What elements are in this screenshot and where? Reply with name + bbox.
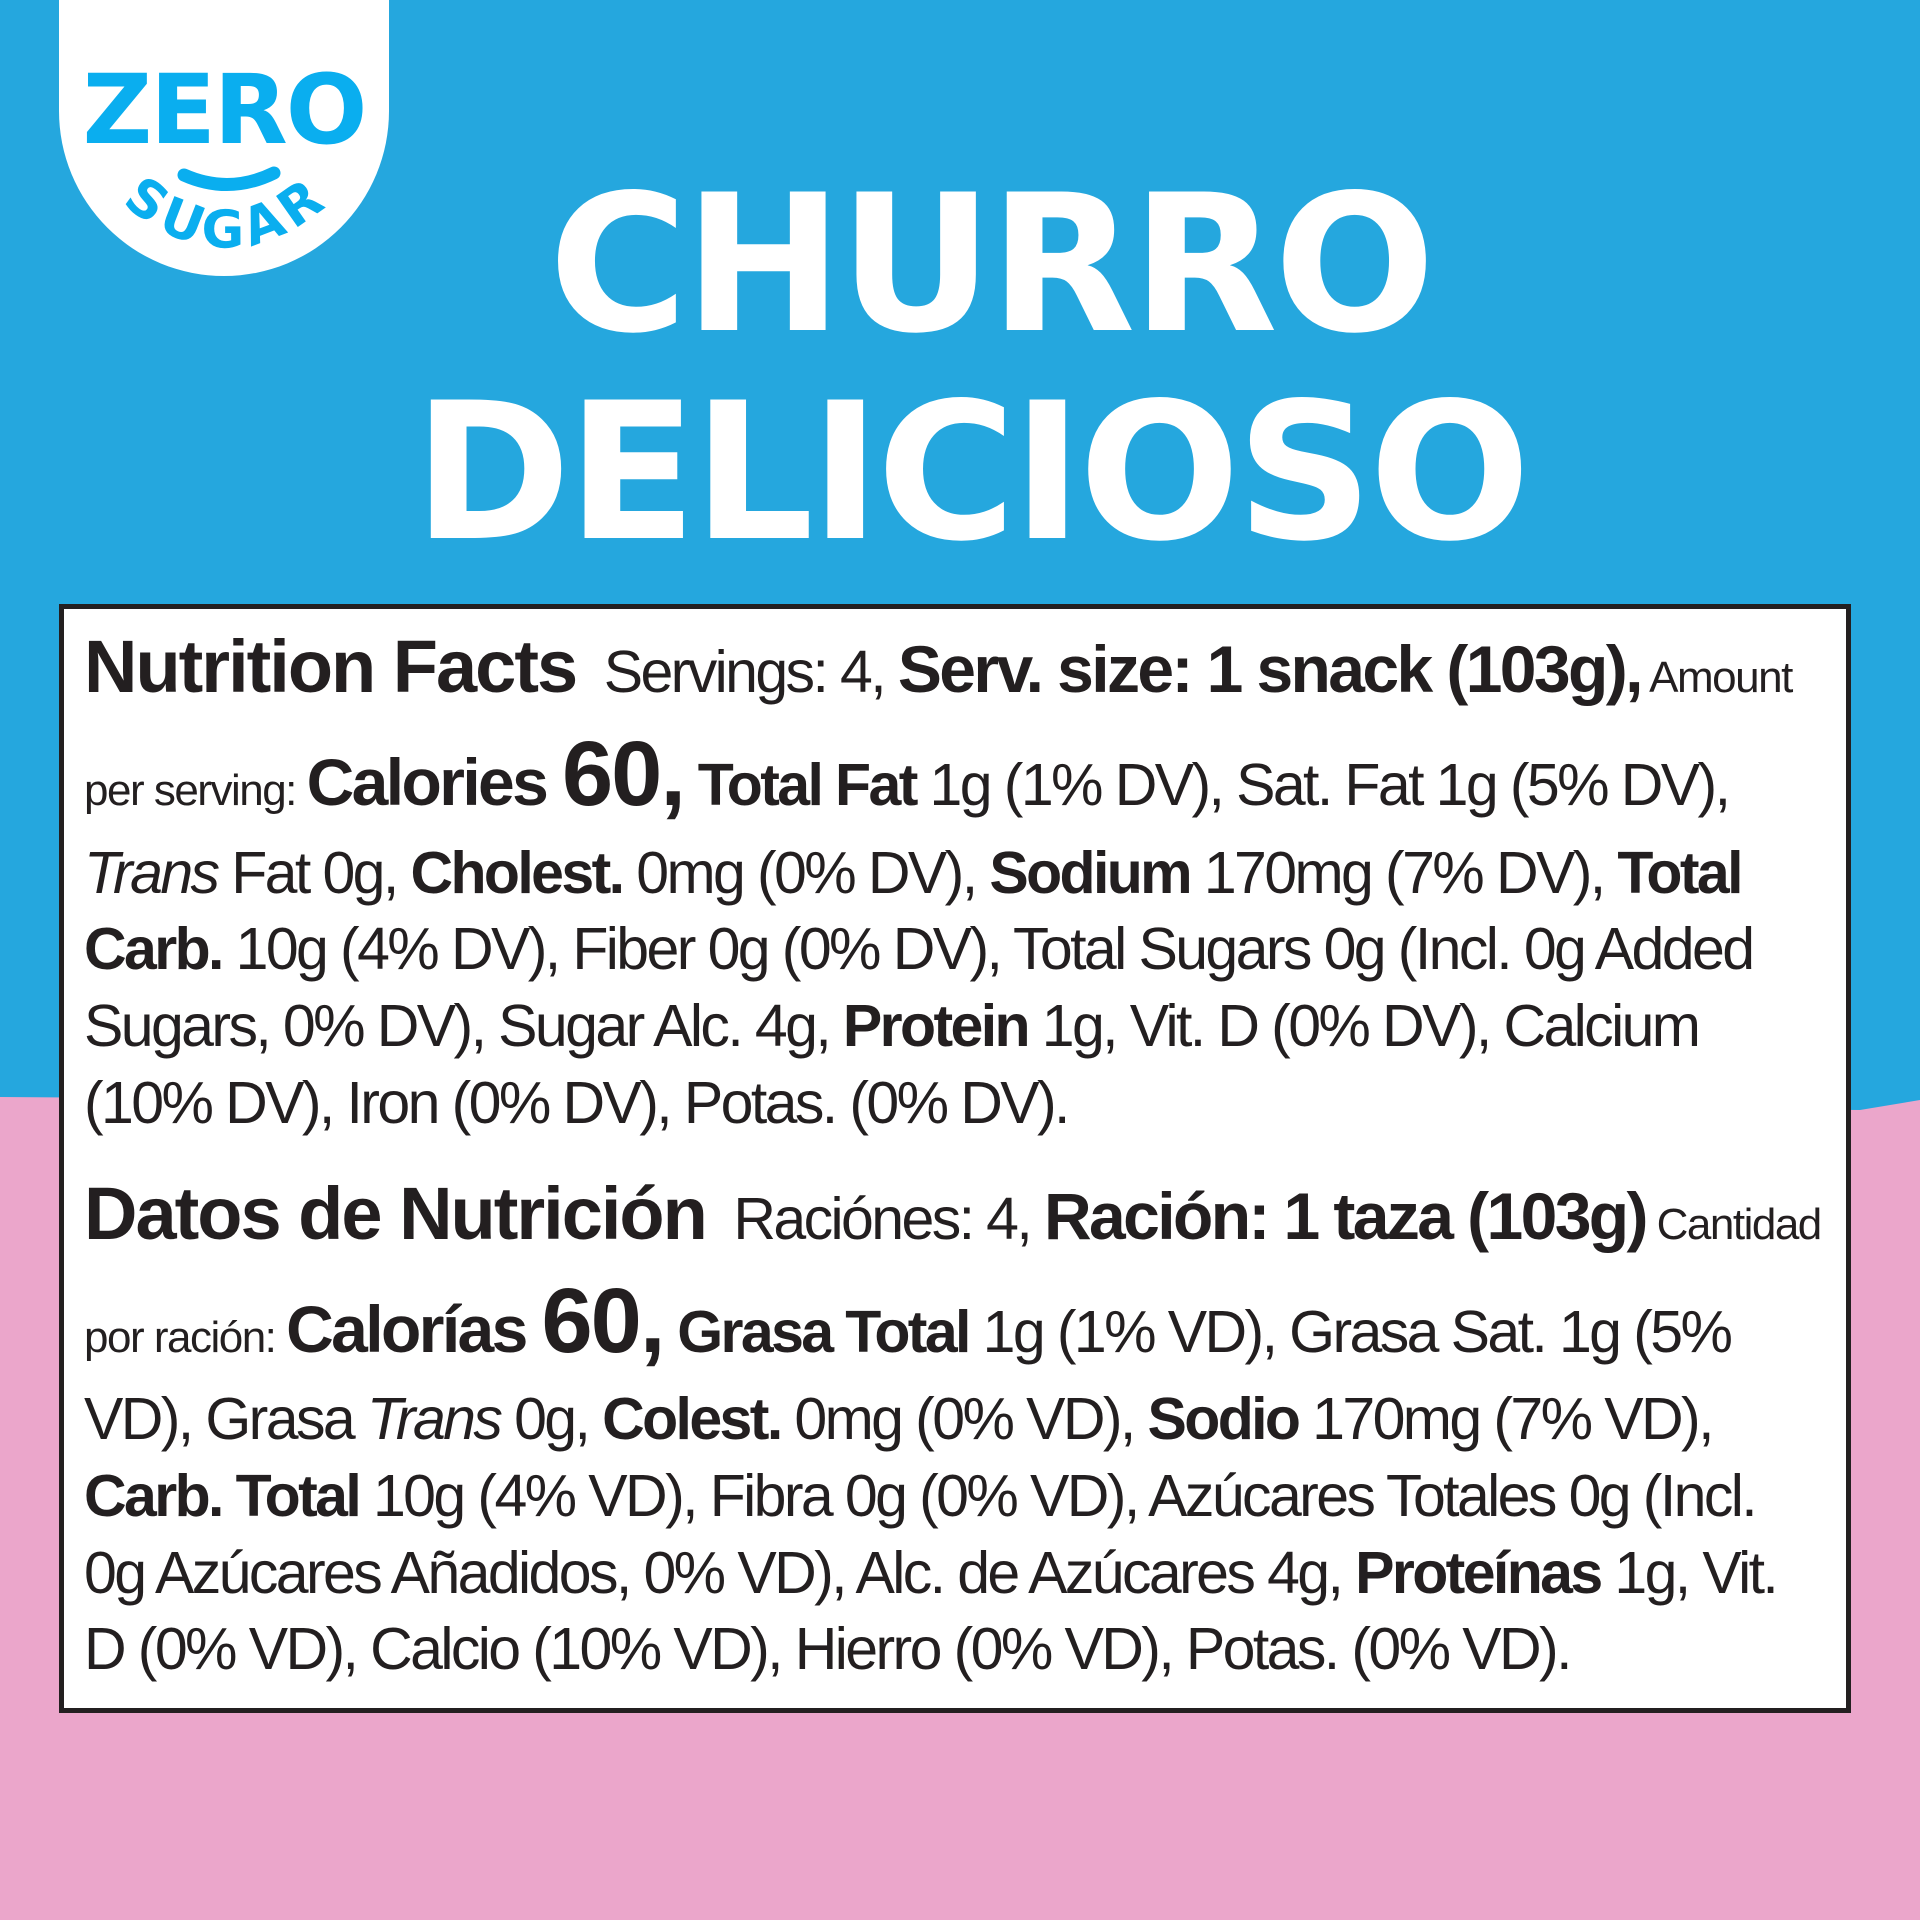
smile-icon: SUGAR: [114, 165, 333, 261]
spanish-text-segment: 10g (4% VD), Fibra 0g (0% VD), Azúcares …: [84, 1463, 1769, 1606]
spanish-text-segment: Grasa Total: [663, 1298, 971, 1365]
spanish-text-segment: Ración: 1 taza (103g): [1043, 1178, 1649, 1253]
english-text-segment: Total Fat: [683, 752, 919, 819]
english-text-segment: Amount per serving:: [84, 653, 1803, 816]
english-text-segment: Sodium: [989, 839, 1192, 906]
spanish-text-segment: Trans: [366, 1386, 503, 1453]
nutrition-facts-english: Nutrition Facts Servings: 4, Serv. size:…: [84, 619, 1826, 1142]
spanish-text-segment: Sodio: [1147, 1386, 1301, 1453]
english-text-segment: Cholest.: [410, 839, 625, 906]
english-text-segment: Protein: [842, 993, 1031, 1060]
spanish-text-segment: 60,: [541, 1269, 666, 1372]
spanish-text-segment: Raciónes: 4,: [705, 1185, 1044, 1252]
english-text-segment: Trans: [84, 839, 220, 906]
english-text-segment: 10g (4% DV), Fiber 0g (0% DV), Total Sug…: [84, 916, 1767, 1060]
english-text-segment: Servings: 4,: [576, 639, 898, 705]
spanish-text-segment: 1g, Vit. D (0% VD), Calcio (10% VD), Hie…: [84, 1539, 1790, 1683]
spanish-text-segment: 0g,: [500, 1386, 603, 1453]
spanish-text-segment: Proteínas: [1355, 1539, 1603, 1606]
english-text-segment: 170mg (7% DV),: [1190, 839, 1618, 906]
spanish-text-segment: Cantidad por ración:: [84, 1199, 1832, 1362]
spanish-text-segment: 0mg (0% VD),: [780, 1386, 1148, 1453]
spanish-text-segment: Datos de Nutrición: [84, 1171, 708, 1255]
spanish-text-segment: 1g (1% VD), Grasa Sat. 1g (5% VD), Grasa: [84, 1298, 1745, 1453]
spanish-text-segment: Colest.: [602, 1386, 783, 1453]
english-text-segment: 1g, Vit. D (0% DV), Calcium (10% DV), Ir…: [84, 993, 1713, 1136]
product-title-line2: DELICIOSO: [413, 362, 1530, 583]
product-title-line1: CHURRO: [548, 154, 1436, 375]
badge-zero-text: ZERO: [82, 54, 368, 166]
zero-sugar-badge: ZERO SUGAR: [59, 0, 389, 276]
english-text-segment: Serv. size: 1 snack (103g),: [897, 632, 1644, 706]
english-text-segment: 1g (1% DV), Sat. Fat 1g (5% DV),: [915, 752, 1743, 819]
nutrition-facts-panel: Nutrition Facts Servings: 4, Serv. size:…: [59, 604, 1851, 1714]
english-text-segment: Calories: [306, 745, 563, 820]
english-text-segment: Total Carb.: [84, 839, 1755, 983]
english-text-segment: 60,: [562, 723, 686, 826]
english-text-segment: 0mg (0% DV),: [622, 839, 990, 906]
english-text-segment: Nutrition Facts: [84, 625, 578, 708]
spanish-text-segment: Carb. Total: [84, 1463, 362, 1529]
spanish-text-segment: 170mg (7% VD),: [1298, 1386, 1726, 1453]
nutrition-facts-spanish: Datos de Nutrición Raciónes: 4, Ración: …: [84, 1166, 1826, 1689]
english-text-segment: Fat 0g,: [217, 839, 411, 906]
spanish-text-segment: Calorías: [286, 1291, 542, 1366]
